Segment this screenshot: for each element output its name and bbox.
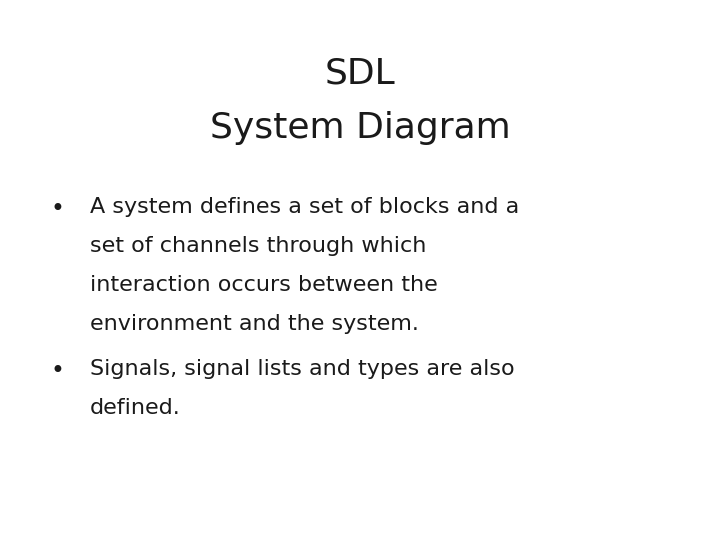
Text: defined.: defined.: [90, 398, 181, 418]
Text: A system defines a set of blocks and a: A system defines a set of blocks and a: [90, 197, 519, 217]
Text: SDL: SDL: [325, 57, 395, 91]
Text: Signals, signal lists and types are also: Signals, signal lists and types are also: [90, 359, 515, 379]
Text: set of channels through which: set of channels through which: [90, 236, 426, 256]
Text: •: •: [50, 197, 64, 221]
Text: environment and the system.: environment and the system.: [90, 314, 419, 334]
Text: interaction occurs between the: interaction occurs between the: [90, 275, 438, 295]
Text: •: •: [50, 359, 64, 383]
Text: System Diagram: System Diagram: [210, 111, 510, 145]
